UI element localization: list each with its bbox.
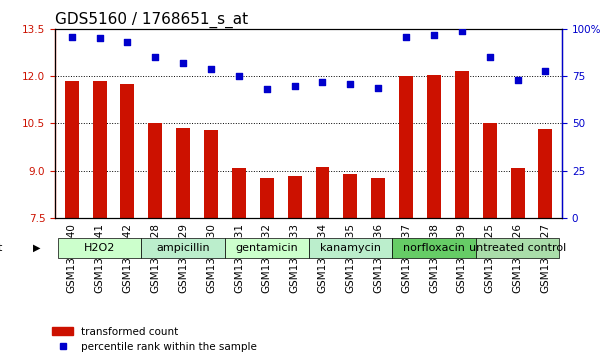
Bar	[483, 123, 497, 363]
Bar	[148, 123, 163, 363]
Bar	[343, 174, 357, 363]
Text: GDS5160 / 1768651_s_at: GDS5160 / 1768651_s_at	[55, 12, 248, 28]
Point	[67, 34, 76, 40]
Point	[318, 79, 327, 85]
Point	[373, 85, 383, 90]
Point	[401, 34, 411, 40]
Point	[429, 32, 439, 38]
Point	[206, 66, 216, 72]
Bar	[288, 176, 302, 363]
Bar	[176, 128, 190, 363]
Bar	[427, 75, 441, 363]
Point	[345, 81, 355, 87]
Text: untreated control: untreated control	[469, 243, 566, 253]
Point	[150, 54, 160, 60]
Bar	[93, 81, 106, 363]
Bar	[371, 178, 385, 363]
Text: ampicillin: ampicillin	[156, 243, 210, 253]
Text: H2O2: H2O2	[84, 243, 115, 253]
Bar	[455, 70, 469, 363]
Point	[95, 36, 104, 41]
Bar	[399, 76, 413, 363]
Point	[457, 28, 467, 34]
Bar	[511, 168, 524, 363]
Point	[234, 73, 244, 79]
Bar	[538, 129, 552, 363]
Point	[513, 77, 522, 83]
Legend: transformed count, percentile rank within the sample: transformed count, percentile rank withi…	[48, 322, 262, 356]
Point	[290, 83, 299, 89]
Bar	[65, 81, 79, 363]
Point	[485, 54, 494, 60]
Text: gentamicin: gentamicin	[235, 243, 298, 253]
Text: norfloxacin: norfloxacin	[403, 243, 465, 253]
Text: agent: agent	[0, 243, 3, 253]
Bar	[232, 168, 246, 363]
Bar	[315, 167, 329, 363]
Point	[123, 39, 133, 45]
Bar	[260, 179, 274, 363]
Point	[262, 86, 272, 92]
Text: kanamycin: kanamycin	[320, 243, 381, 253]
Bar	[120, 84, 134, 363]
Text: ▶: ▶	[33, 243, 40, 253]
Point	[178, 60, 188, 66]
Bar	[204, 130, 218, 363]
Point	[541, 68, 551, 73]
